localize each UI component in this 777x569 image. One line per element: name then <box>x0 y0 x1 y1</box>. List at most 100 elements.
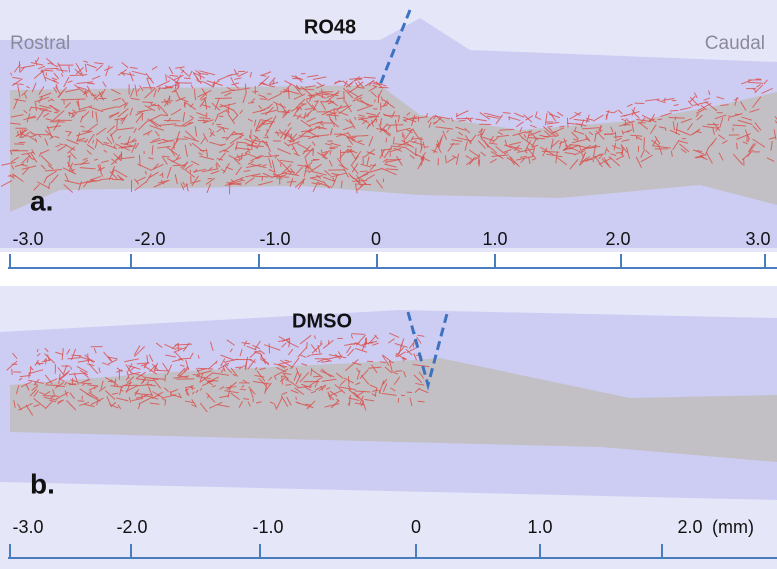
fiber <box>371 119 374 127</box>
fiber <box>378 389 381 394</box>
fiber <box>525 115 534 121</box>
fiber <box>145 380 150 386</box>
fiber <box>495 145 504 154</box>
fiber <box>240 152 243 160</box>
fiber <box>158 123 177 126</box>
fiber <box>216 127 224 133</box>
fiber <box>34 359 39 367</box>
fiber <box>290 357 300 370</box>
fiber <box>328 389 343 397</box>
fiber <box>559 125 565 128</box>
fiber <box>224 91 232 97</box>
fiber <box>231 82 240 86</box>
fiber <box>394 119 398 133</box>
fiber <box>360 374 370 385</box>
fiber <box>31 149 36 155</box>
tick-label: 3.0 <box>745 229 770 249</box>
fiber <box>370 91 377 98</box>
fiber <box>268 376 273 381</box>
fiber <box>502 149 512 154</box>
fiber <box>134 84 138 97</box>
tick-label: -1.0 <box>252 517 283 537</box>
panel-b-tissue <box>10 358 777 462</box>
fiber <box>59 372 69 380</box>
fiber <box>152 378 162 389</box>
fiber <box>170 108 182 116</box>
fiber <box>250 139 268 144</box>
fiber <box>455 126 466 131</box>
fiber <box>546 153 563 158</box>
fibers-b <box>6 331 430 416</box>
fiber <box>157 104 169 116</box>
fiber <box>412 340 415 348</box>
fiber <box>278 175 283 180</box>
fiber <box>308 120 323 127</box>
fiber <box>140 362 150 367</box>
fiber <box>305 95 316 100</box>
fiber <box>720 104 729 107</box>
tick-label: 2.0 <box>677 517 702 537</box>
fiber <box>356 182 367 191</box>
fiber <box>131 397 143 402</box>
fiber <box>197 89 212 98</box>
fiber <box>264 106 274 116</box>
fiber <box>149 402 160 405</box>
fiber <box>57 86 67 98</box>
fiber <box>119 387 122 396</box>
fiber <box>388 332 400 338</box>
tick-label: 1.0 <box>482 229 507 249</box>
fiber <box>248 135 251 139</box>
fiber <box>189 142 193 147</box>
fiber <box>319 370 335 378</box>
fiber <box>235 166 242 176</box>
fiber <box>94 62 104 65</box>
fiber <box>172 164 186 167</box>
fiber <box>262 163 267 167</box>
fiber <box>412 129 419 139</box>
fiber <box>371 393 377 397</box>
fiber <box>581 127 600 130</box>
fiber <box>0 180 13 187</box>
fiber <box>528 137 546 140</box>
fiber <box>359 170 368 173</box>
fiber <box>752 138 766 148</box>
fiber <box>644 98 660 102</box>
fiber <box>262 172 273 178</box>
fiber <box>111 158 118 164</box>
fiber <box>372 84 377 88</box>
fiber <box>312 183 318 193</box>
fiber <box>293 152 301 157</box>
fiber <box>236 154 241 160</box>
fiber <box>492 136 499 144</box>
fiber <box>33 133 50 136</box>
fiber <box>183 136 200 143</box>
fiber <box>200 372 214 383</box>
fiber <box>222 127 226 133</box>
fiber <box>477 140 486 149</box>
fiber <box>712 128 715 135</box>
fiber <box>368 85 378 92</box>
fiber <box>61 73 64 77</box>
fiber <box>200 96 208 101</box>
fiber <box>137 403 141 410</box>
fiber <box>651 139 659 146</box>
fiber <box>392 136 395 145</box>
fiber <box>366 167 383 174</box>
fiber <box>47 164 54 170</box>
fiber <box>246 164 262 169</box>
fiber <box>149 138 165 144</box>
fiber <box>360 178 367 186</box>
fiber <box>475 118 487 122</box>
fiber <box>280 395 289 407</box>
fiber <box>64 390 68 397</box>
fiber <box>208 166 213 171</box>
fiber <box>275 103 279 110</box>
fiber <box>310 177 324 183</box>
fiber <box>289 177 294 187</box>
fiber <box>253 119 257 127</box>
fiber <box>641 114 657 123</box>
fiber <box>458 131 464 136</box>
fiber <box>82 372 89 379</box>
fiber <box>309 377 322 387</box>
fiber <box>200 136 206 145</box>
